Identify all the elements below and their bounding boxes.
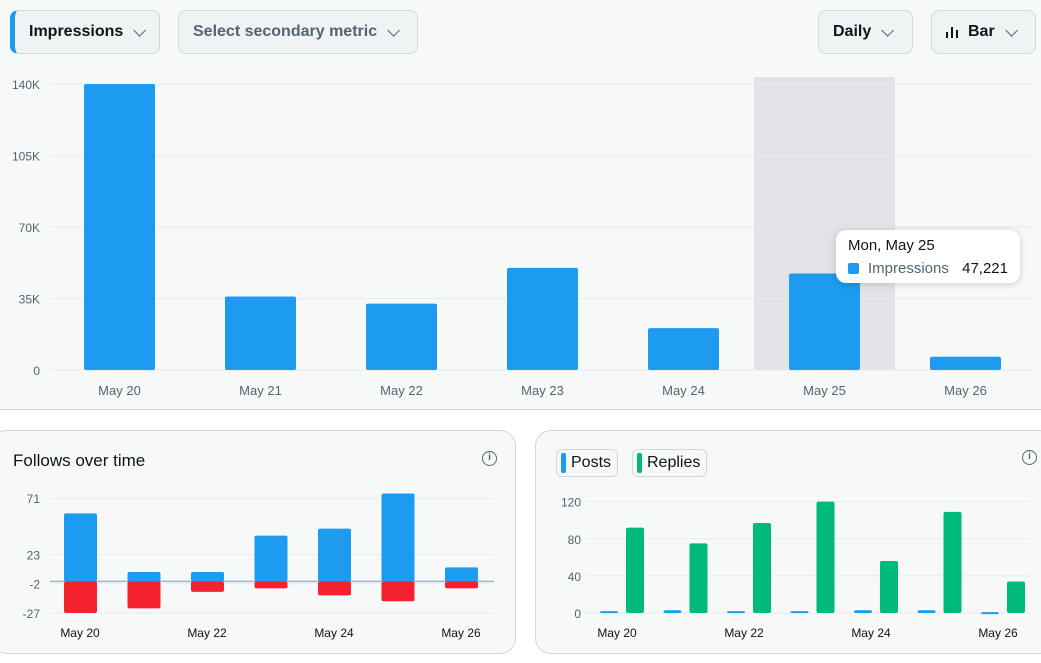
y-tick-label: 70K [19, 221, 40, 235]
secondary-metric-label: Select secondary metric [193, 23, 378, 40]
bar-follows [254, 535, 288, 582]
interval-label: Daily [833, 23, 872, 40]
bar-posts [917, 610, 936, 613]
posts-chart: 0 40 80 120 May 20 May 22 May 24 May 26 [561, 496, 1030, 640]
legend-posts-swatch [561, 453, 566, 473]
bar-follows [127, 572, 161, 582]
y-tick-label: 105K [12, 150, 40, 164]
tooltip-label: Impressions [868, 260, 949, 277]
y-tick-label: 35K [19, 293, 40, 307]
chart-tooltip: Mon, May 25 Impressions 47,221 [836, 230, 1020, 283]
follows-title: Follows over time [13, 451, 146, 470]
bar-unfollows [127, 581, 161, 609]
bar-unfollows [445, 581, 478, 589]
chevron-down-icon [881, 23, 895, 37]
bar-replies [1007, 581, 1025, 613]
bar-posts [727, 611, 745, 614]
bar-follows [381, 493, 415, 582]
chevron-down-icon [133, 23, 147, 37]
x-tick-label: May 23 [521, 383, 564, 398]
bar-chart-icon [946, 26, 958, 38]
bar-follows [318, 528, 351, 582]
bar [789, 273, 860, 370]
bar-follows [191, 572, 224, 582]
x-tick-label: May 22 [187, 626, 227, 640]
bar [507, 267, 578, 370]
secondary-metric-dropdown[interactable]: Select secondary metric [178, 10, 418, 54]
y-tick-label: 40 [568, 570, 582, 584]
y-tick-label: 0 [574, 607, 581, 621]
bar-follows [64, 513, 97, 582]
x-tick-label: May 26 [944, 383, 987, 398]
legend-replies-swatch [637, 453, 642, 473]
x-tick-label: May 24 [314, 626, 354, 640]
impressions-chart: 0 35K 70K 105K 140K May 20 May 21 May 22 May 23 M… [12, 77, 1034, 398]
y-tick-label: 23 [27, 548, 41, 562]
bar-posts [981, 612, 999, 615]
x-tick-label: May 26 [978, 626, 1018, 640]
legend-posts-label: Posts [571, 454, 612, 471]
x-tick-label: May 26 [441, 626, 481, 640]
bar-replies [626, 527, 644, 613]
bar [225, 296, 296, 370]
bar-unfollows [64, 581, 97, 613]
bar-unfollows [254, 581, 288, 589]
info-icon[interactable]: i [482, 451, 497, 466]
chevron-down-icon [387, 23, 401, 37]
bar-unfollows [191, 581, 224, 592]
bar-follows [445, 567, 478, 582]
y-tick-label: 120 [561, 496, 581, 510]
bar-posts [790, 611, 809, 614]
info-icon[interactable]: i [1022, 450, 1037, 465]
legend-replies-label: Replies [647, 454, 701, 471]
follows-chart: -27 -2 23 71 May 20 May 22 May 24 May 26 [23, 492, 494, 640]
legend-posts[interactable]: Posts [556, 449, 619, 477]
chart-type-dropdown[interactable]: Bar [931, 10, 1036, 54]
bar-unfollows [318, 581, 351, 596]
tooltip-date: Mon, May 25 [848, 237, 935, 254]
bar-unfollows [381, 581, 415, 602]
x-tick-label: May 21 [239, 383, 282, 398]
y-tick-label: 80 [568, 533, 582, 547]
bar-posts [663, 610, 682, 613]
x-tick-label: May 25 [803, 383, 846, 398]
bar [930, 356, 1001, 370]
y-tick-label: 71 [27, 492, 41, 506]
bar-posts [854, 610, 872, 613]
primary-metric-dropdown[interactable]: Impressions [10, 10, 160, 54]
bar-replies [689, 543, 708, 613]
bar-replies [816, 501, 835, 613]
x-tick-label: May 22 [380, 383, 423, 398]
y-tick-label: 0 [33, 364, 40, 378]
interval-dropdown[interactable]: Daily [818, 10, 913, 54]
bar-replies [880, 561, 898, 613]
y-tick-label: 140K [12, 78, 40, 92]
x-tick-label: May 20 [98, 383, 141, 398]
tooltip-value: 47,221 [962, 260, 1008, 277]
chart-type-label: Bar [968, 23, 995, 40]
legend-replies[interactable]: Replies [632, 449, 708, 477]
bar [84, 84, 155, 370]
primary-metric-label: Impressions [29, 23, 124, 40]
chevron-down-icon [1004, 23, 1018, 37]
x-tick-label: May 24 [851, 626, 891, 640]
bar-replies [753, 522, 771, 613]
y-tick-label: -27 [23, 607, 41, 621]
bar [648, 328, 719, 370]
x-tick-label: May 22 [724, 626, 764, 640]
x-tick-label: May 20 [597, 626, 637, 640]
bar [366, 303, 437, 370]
y-tick-label: -2 [29, 578, 40, 592]
bar-replies [943, 511, 962, 613]
bar-posts [600, 611, 618, 614]
tooltip-swatch [848, 263, 859, 274]
x-tick-label: May 24 [662, 383, 705, 398]
x-tick-label: May 20 [60, 626, 100, 640]
